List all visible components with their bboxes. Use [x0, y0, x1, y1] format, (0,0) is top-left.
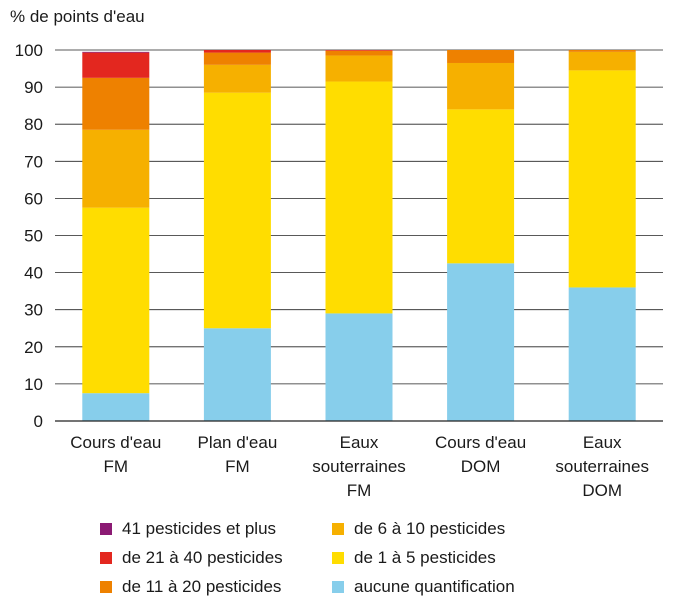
y-tick-label: 0 — [34, 412, 43, 431]
y-tick-label: 60 — [24, 189, 43, 208]
bar-segment — [203, 50, 271, 53]
legend-label: de 1 à 5 pesticides — [354, 548, 496, 567]
y-tick-label: 70 — [24, 152, 43, 171]
bar-segment — [325, 50, 393, 56]
legend-item: de 21 à 40 pesticides — [100, 547, 283, 569]
y-tick-label: 10 — [24, 375, 43, 394]
legend-item: de 6 à 10 pesticides — [332, 518, 505, 540]
bar-segment — [568, 70, 636, 288]
legend-item: 41 pesticides et plus — [100, 518, 276, 540]
x-tick-label: FM — [104, 457, 129, 476]
y-tick-label: 100 — [15, 41, 43, 60]
legend-item: de 11 à 20 pesticides — [100, 576, 281, 598]
x-tick-label: souterraines — [312, 457, 406, 476]
bar-segment — [568, 50, 636, 52]
legend-item: de 1 à 5 pesticides — [332, 547, 496, 569]
legend-swatch — [332, 523, 344, 535]
bar-segment — [568, 287, 636, 421]
y-tick-label: 40 — [24, 264, 43, 283]
legend-swatch — [100, 523, 112, 535]
bar-segment — [203, 52, 271, 65]
bar-segment — [82, 129, 150, 208]
bar-segment — [447, 109, 515, 264]
legend-label: de 21 à 40 pesticides — [122, 548, 283, 567]
legend-label: aucune quantification — [354, 577, 515, 596]
bar-segment — [325, 55, 393, 82]
bar-segment — [447, 50, 515, 63]
y-tick-label: 90 — [24, 78, 43, 97]
x-tick-label: FM — [225, 457, 250, 476]
bar-segment — [325, 313, 393, 421]
stacked-bar-chart: % de points d'eau 0 10 20 30 40 50 60 70 80 90 100… — [10, 7, 663, 500]
x-tick-label: DOM — [461, 457, 501, 476]
bar-segment — [203, 64, 271, 93]
bar-segment — [325, 81, 393, 314]
legend-swatch — [100, 552, 112, 564]
legend-swatch — [100, 581, 112, 593]
x-tick-label: FM — [347, 481, 372, 500]
bar-segment — [82, 52, 150, 78]
x-tick-label: Cours d'eau — [435, 433, 526, 452]
legend-swatch — [332, 581, 344, 593]
y-axis-label: % de points d'eau — [10, 7, 145, 26]
y-tick-label: 50 — [24, 227, 43, 246]
bar-segment — [325, 50, 393, 51]
bar-segment — [82, 207, 150, 394]
y-tick-label: 80 — [24, 115, 43, 134]
legend-item: aucune quantification — [332, 576, 515, 598]
bar-segment — [568, 51, 636, 71]
bar-segment — [203, 92, 271, 329]
chart-legend: 41 pesticides et plus de 21 à 40 pesticid… — [100, 518, 620, 608]
x-tick-label: DOM — [582, 481, 622, 500]
x-tick-label: souterraines — [555, 457, 649, 476]
bar-segment — [82, 77, 150, 130]
legend-swatch — [332, 552, 344, 564]
x-tick-label: Eaux — [340, 433, 379, 452]
bar-segment — [82, 393, 150, 421]
y-tick-label: 30 — [24, 301, 43, 320]
bar-segment — [203, 328, 271, 421]
y-tick-label: 20 — [24, 338, 43, 357]
legend-label: 41 pesticides et plus — [122, 519, 277, 538]
x-tick-label: Eaux — [583, 433, 622, 452]
bar-segment — [447, 62, 515, 110]
legend-label: de 6 à 10 pesticides — [354, 519, 506, 538]
legend-label: de 11 à 20 pesticides — [122, 577, 282, 596]
x-tick-label: Plan d'eau — [197, 433, 277, 452]
bar-segment — [82, 51, 150, 53]
x-tick-label: Cours d'eau — [70, 433, 161, 452]
bar-segment — [447, 263, 515, 421]
